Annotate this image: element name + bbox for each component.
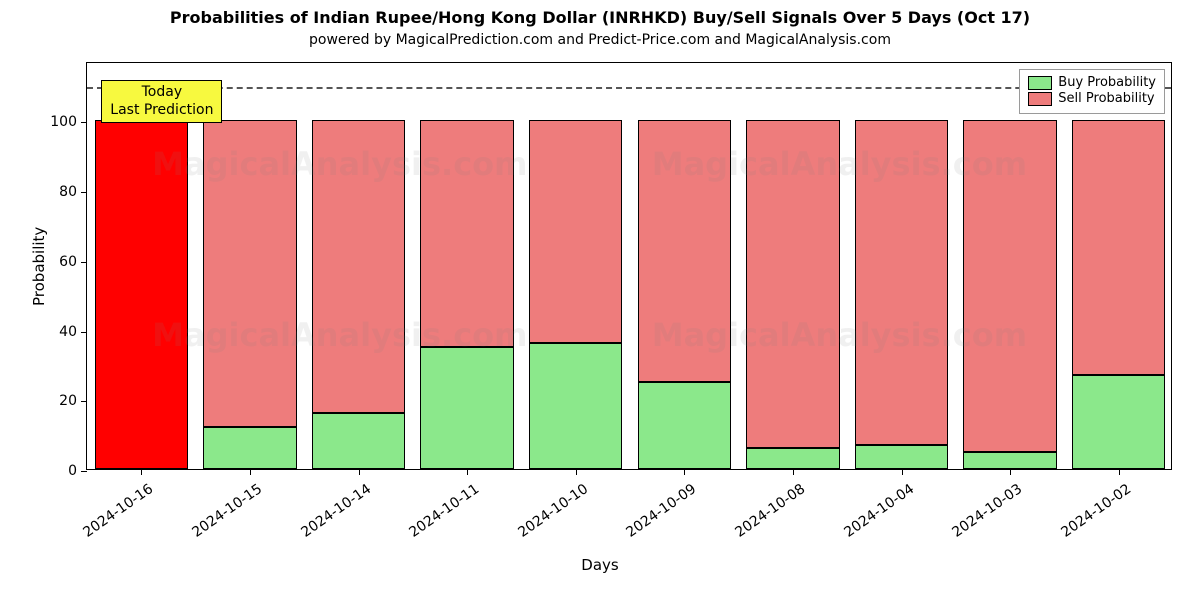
x-tick-label: 2024-10-15 [158,481,265,563]
x-tick-label: 2024-10-03 [918,481,1025,563]
x-axis-label: Days [0,556,1200,574]
x-tick-label: 2024-10-10 [483,481,590,563]
bar-sell [312,120,405,413]
legend-item: Buy Probability [1028,75,1156,90]
x-tick-label: 2024-10-11 [375,481,482,563]
y-tick-label: 40 [59,324,77,340]
bar-buy [529,343,622,469]
bar-group [746,120,839,469]
y-tick-label: 60 [59,254,77,270]
bar-sell [638,120,731,382]
bar-sell [203,120,296,427]
x-tick-label: 2024-10-08 [701,481,808,563]
legend: Buy ProbabilitySell Probability [1019,69,1165,114]
bar-group [855,120,948,469]
y-tick-label: 0 [68,463,77,479]
x-tick-label: 2024-10-04 [809,481,916,563]
legend-swatch [1028,76,1052,90]
y-axis-label: Probability [30,227,48,306]
bar-group [963,120,1056,469]
chart-title: Probabilities of Indian Rupee/Hong Kong … [0,8,1200,27]
bar-sell [855,120,948,444]
plot-area: MagicalAnalysis.comMagicalAnalysis.comMa… [86,62,1172,470]
bar-buy [203,427,296,469]
y-tick-label: 100 [50,114,77,130]
x-tick-label: 2024-10-09 [592,481,699,563]
y-tick-label: 20 [59,393,77,409]
bar-buy [638,382,731,469]
bar-layer [87,63,1171,469]
bar-group [529,120,622,469]
chart-subtitle: powered by MagicalPrediction.com and Pre… [0,32,1200,48]
bar-sell [95,120,188,469]
bar-group [420,120,513,469]
bar-buy [1072,375,1165,469]
chart-container: Probabilities of Indian Rupee/Hong Kong … [0,0,1200,600]
today-annotation: TodayLast Prediction [101,80,222,123]
bar-buy [420,347,513,469]
bar-sell [746,120,839,448]
bar-buy [746,448,839,469]
bar-buy [855,445,948,469]
bar-group [638,120,731,469]
y-tick-label: 80 [59,184,77,200]
x-tick-label: 2024-10-02 [1026,481,1133,563]
legend-label: Sell Probability [1058,91,1154,106]
bar-group [1072,120,1165,469]
bar-buy [963,452,1056,469]
bar-sell [529,120,622,343]
bar-sell [963,120,1056,451]
legend-label: Buy Probability [1058,75,1156,90]
bar-sell [1072,120,1165,375]
legend-swatch [1028,92,1052,106]
bar-group [312,120,405,469]
x-tick-label: 2024-10-14 [266,481,373,563]
bar-sell [420,120,513,347]
bar-group [95,120,188,469]
x-tick-label: 2024-10-16 [49,481,156,563]
bar-group [203,120,296,469]
bar-buy [312,413,405,469]
legend-item: Sell Probability [1028,91,1156,106]
